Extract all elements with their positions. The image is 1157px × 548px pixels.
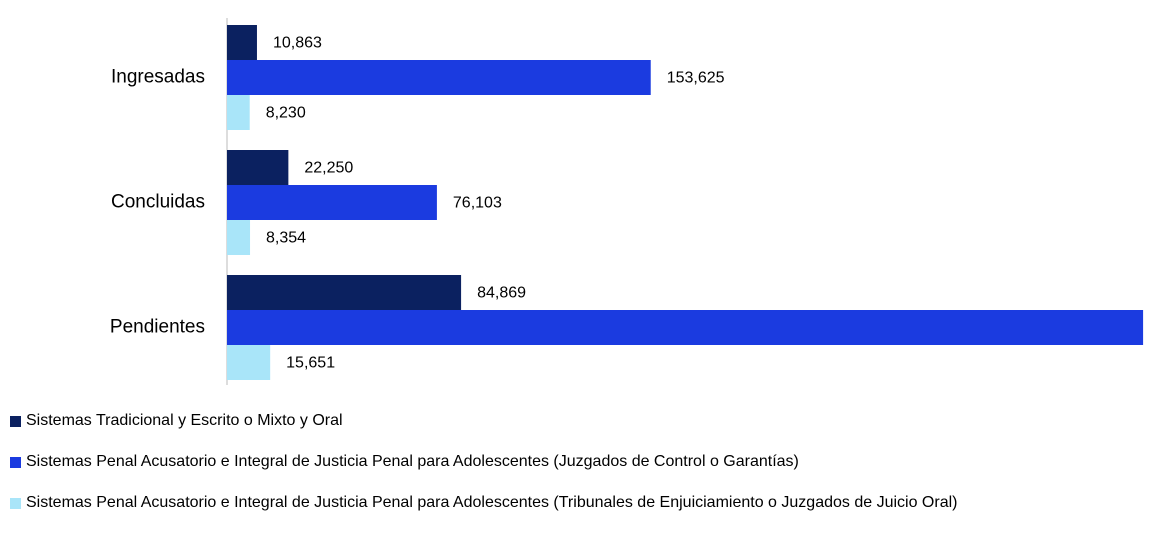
bar: [227, 310, 1144, 345]
value-label: 10,863: [273, 35, 322, 52]
value-label: 22,250: [304, 160, 353, 177]
value-label: 76,103: [453, 195, 502, 212]
legend-item: Sistemas Penal Acusatorio e Integral de …: [10, 494, 1150, 512]
legend-text: Sistemas Penal Acusatorio e Integral de …: [26, 453, 799, 470]
value-label: 15,651: [286, 355, 335, 372]
legend-text: Sistemas Penal Acusatorio e Integral de …: [26, 494, 958, 511]
legend-swatch: [10, 416, 21, 427]
bar: [227, 150, 289, 185]
bar: [227, 345, 271, 380]
bar: [227, 220, 251, 255]
category-label: Concluidas: [111, 192, 205, 213]
legend-text: Sistemas Tradicional y Escrito o Mixto y…: [26, 412, 343, 429]
legend-item: Sistemas Tradicional y Escrito o Mixto y…: [10, 412, 1150, 430]
bar: [227, 25, 257, 60]
value-label: 8,354: [266, 230, 306, 247]
value-label: 8,230: [266, 105, 306, 122]
bar: [227, 60, 651, 95]
category-label: Ingresadas: [111, 67, 205, 88]
legend: Sistemas Tradicional y Escrito o Mixto y…: [10, 412, 1150, 535]
value-label: 153,625: [667, 70, 725, 87]
bar: [227, 95, 250, 130]
legend-item: Sistemas Penal Acusatorio e Integral de …: [10, 453, 1150, 471]
legend-swatch: [10, 457, 21, 468]
chart: Ingresadas 10,863 153,625 8,230 Concluidas 22…: [110, 18, 1144, 385]
value-label: 84,869: [477, 285, 526, 302]
legend-swatch: [10, 498, 21, 509]
bar: [227, 185, 437, 220]
category-label: Pendientes: [110, 317, 205, 338]
bar: [227, 275, 462, 310]
